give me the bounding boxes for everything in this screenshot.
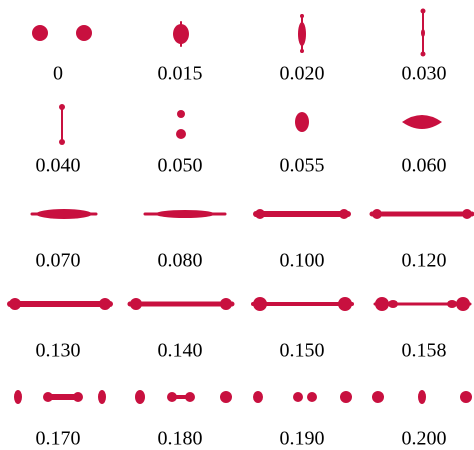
droplet (9, 298, 21, 310)
droplet (388, 300, 398, 308)
droplet (462, 209, 472, 219)
droplet (76, 25, 92, 41)
droplet (135, 390, 145, 404)
droplet (456, 297, 470, 311)
time-label: 0.015 (158, 63, 203, 85)
droplet (73, 392, 83, 402)
time-label: 0.080 (158, 250, 203, 272)
droplet (36, 209, 92, 219)
droplet (253, 391, 263, 403)
droplet (418, 390, 426, 404)
droplet (177, 110, 185, 118)
droplet (220, 391, 232, 403)
droplet (130, 298, 142, 310)
droplet (421, 9, 426, 14)
time-label: 0.050 (158, 155, 203, 177)
droplet (59, 104, 65, 110)
time-label: 0.150 (280, 340, 325, 362)
droplet (375, 297, 389, 311)
time-label: 0 (53, 63, 63, 85)
time-label: 0.100 (280, 250, 325, 272)
droplet (185, 392, 195, 402)
time-label: 0.200 (402, 428, 447, 450)
time-label: 0.030 (402, 63, 447, 85)
droplet (155, 210, 215, 218)
droplet (293, 392, 303, 402)
droplet (338, 297, 352, 311)
time-label: 0.060 (402, 155, 447, 177)
droplet (98, 390, 106, 404)
droplet (372, 209, 382, 219)
droplet (372, 391, 384, 403)
time-label: 0.190 (280, 428, 325, 450)
droplet (402, 115, 442, 129)
time-label: 0.158 (402, 340, 447, 362)
droplet (460, 391, 472, 403)
time-label: 0.070 (36, 250, 81, 272)
droplet (176, 129, 186, 139)
time-label: 0.120 (402, 250, 447, 272)
droplet (300, 14, 304, 18)
droplet (339, 209, 349, 219)
droplet (220, 298, 232, 310)
droplet (421, 29, 425, 37)
droplet (253, 297, 267, 311)
droplet (99, 298, 111, 310)
droplet (307, 392, 317, 402)
figure: 0 0.015 0.020 0.030 0.040 0.050 0.055 0.060 0.07… (0, 0, 474, 450)
droplet (167, 392, 177, 402)
time-label: 0.170 (36, 428, 81, 450)
time-label: 0.040 (36, 155, 81, 177)
droplet (298, 22, 306, 46)
droplet (173, 24, 189, 44)
time-label: 0.130 (36, 340, 81, 362)
time-label: 0.180 (158, 428, 203, 450)
time-label: 0.020 (280, 63, 325, 85)
droplet (32, 25, 48, 41)
droplet (447, 300, 457, 308)
droplet (43, 392, 53, 402)
droplet (300, 49, 304, 53)
droplet (59, 139, 65, 145)
time-label: 0.140 (158, 340, 203, 362)
droplet (255, 209, 265, 219)
droplet (14, 390, 22, 404)
droplet (295, 112, 309, 132)
droplet (340, 391, 352, 403)
time-label: 0.055 (280, 155, 325, 177)
droplet (421, 52, 426, 57)
